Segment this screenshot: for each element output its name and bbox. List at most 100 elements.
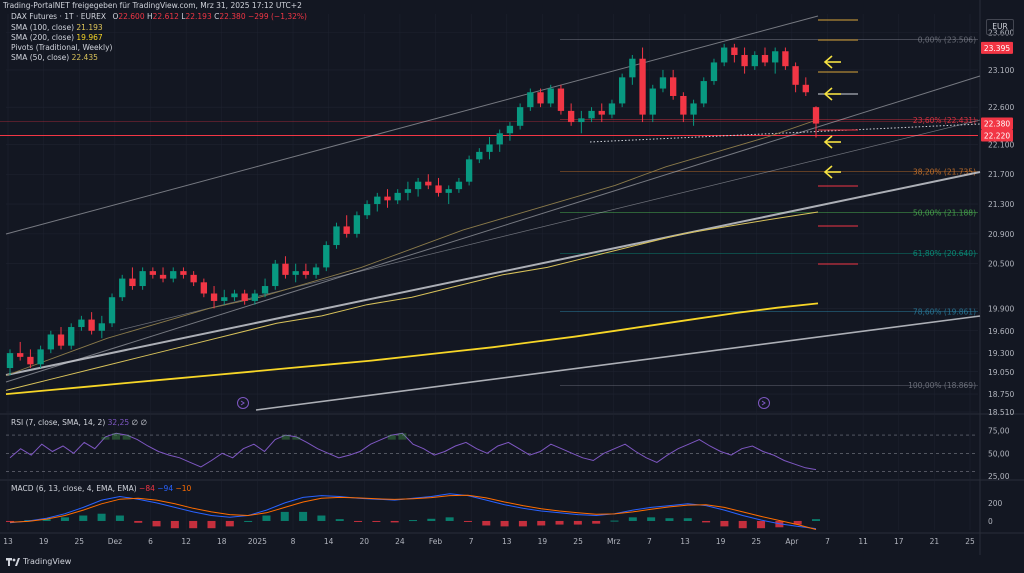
macd-histogram-bar [647, 517, 656, 521]
candle-body [782, 51, 789, 67]
y-tick-label: 23.600 [988, 29, 1014, 38]
candle-body [27, 356, 34, 365]
macd-histogram-bar [189, 520, 198, 529]
symbol-name: DAX Futures · 1T · EUREX [11, 12, 107, 21]
macd-histogram-bar [6, 520, 14, 522]
candle-body [190, 274, 197, 283]
price-label-text: 22.220 [984, 131, 1010, 140]
indicator-sma100[interactable]: SMA (100, close) 21.193 [11, 23, 103, 33]
rsi-overbought-fill [398, 433, 407, 440]
x-tick-label: Apr [785, 537, 799, 546]
macd-histogram-bar [683, 518, 692, 521]
candle-body [567, 110, 575, 123]
y-tick-label: 18.750 [988, 390, 1014, 399]
candle-body [629, 58, 636, 78]
indicator-value: 22.435 [71, 53, 98, 62]
rsi-label: RSI (7, close, SMA, 14, 2) [11, 418, 106, 427]
candle-body [231, 293, 238, 298]
candle-body [241, 293, 248, 301]
candle-body [343, 226, 350, 234]
candle-body [139, 271, 146, 287]
macd-title[interactable]: MACD (6, 13, close, 4, EMA, EMA) −84 −94… [11, 484, 191, 493]
candle-body [506, 125, 514, 134]
candle-body [598, 110, 605, 115]
y-tick-label: 19.300 [988, 349, 1014, 358]
candle-body [618, 77, 626, 104]
candle-body [741, 54, 748, 67]
ohlc-c-label: C [214, 12, 220, 21]
candle-body [200, 282, 208, 294]
macd-tick-label: 200 [988, 499, 1003, 508]
tradingview-logo[interactable]: TradingView [6, 557, 71, 566]
candle-body [333, 226, 340, 246]
candle-body [659, 77, 667, 89]
currency-button[interactable]: EUR [986, 19, 1014, 35]
candle-body [425, 181, 432, 186]
tradingview-logo-icon [6, 557, 20, 566]
rsi-title[interactable]: RSI (7, close, SMA, 14, 2) 32,25 ∅ ∅ [11, 418, 147, 427]
indicator-pivots[interactable]: Pivots (Traditional, Weekly) [11, 43, 112, 53]
macd-histogram-bar [573, 520, 582, 525]
indicator-label: Pivots (Traditional, Weekly) [11, 43, 113, 52]
macd-histogram-bar [720, 520, 729, 527]
x-tick-label: 12 [181, 537, 191, 546]
trend-line [119, 119, 981, 331]
macd-histogram-bar [445, 517, 454, 521]
x-tick-label: 13 [3, 537, 13, 546]
macd-histogram-bar [463, 520, 472, 522]
macd-value-signal: −10 [175, 484, 192, 493]
macd-histogram-bar [225, 520, 234, 527]
rsi-tick-label: 50,00 [988, 449, 1010, 458]
brand-label: TradingView [23, 557, 72, 566]
dotted-trend-line [589, 123, 981, 143]
symbol-header: DAX Futures · 1T · EUREX O22.600 H22.612… [11, 12, 307, 22]
rsi-overbought-fill [112, 433, 121, 440]
candle-body [414, 181, 422, 190]
trend-line [5, 171, 981, 376]
candle-body [690, 103, 697, 115]
indicator-label: SMA (100, close) [11, 23, 74, 32]
macd-histogram-bar [97, 513, 106, 521]
replay-icon [237, 397, 249, 409]
macd-tick-label: 0 [988, 517, 993, 526]
candle-body [302, 271, 310, 275]
y-tick-label: 18.510 [988, 408, 1014, 417]
indicator-label: SMA (50, close) [11, 53, 70, 62]
macd-histogram-bar [757, 520, 766, 529]
x-tick-label: 25 [573, 537, 583, 546]
fib-level-label: 100,00% (18.869) [908, 381, 976, 390]
macd-histogram-bar [207, 520, 216, 529]
rsi-tick-label: 75,00 [988, 427, 1010, 436]
macd-label: MACD (6, 13, close, 4, EMA, EMA) [11, 484, 137, 493]
price-label-box [981, 117, 1013, 130]
macd-histogram-bar [354, 520, 363, 522]
ohlc-c: 22.380 [219, 12, 246, 21]
candle-body [639, 58, 646, 115]
macd-histogram-bar [299, 511, 308, 521]
macd-value-hist: −84 [139, 484, 155, 493]
indicator-sma200[interactable]: SMA (200, close) 19.967 [11, 33, 103, 43]
fib-level-label: 38,20% (21.735) [913, 168, 976, 177]
candle-body [108, 297, 116, 324]
candle-body [57, 334, 65, 346]
candle-body [47, 334, 54, 350]
macd-histogram-bar [518, 520, 527, 527]
x-tick-label: 14 [324, 537, 334, 546]
macd-histogram-bar [79, 515, 88, 521]
y-tick-label: 22.100 [988, 140, 1014, 149]
indicator-sma50[interactable]: SMA (50, close) 22.435 [11, 53, 98, 63]
candle-body [221, 297, 228, 301]
rsi-overbought-fill [387, 435, 396, 440]
candle-body [710, 62, 718, 82]
candle-body [455, 181, 463, 190]
candle-body [312, 267, 320, 275]
x-tick-label: 11 [858, 537, 868, 546]
fib-level-label: 61,80% (20.640) [913, 249, 976, 258]
rsi-value: 32,25 [107, 418, 130, 427]
x-tick-label: 20 [360, 537, 370, 546]
candle-body [792, 66, 799, 85]
fib-level-label: 0,00% (23.506) [918, 36, 976, 45]
x-tick-label: 21 [930, 537, 940, 546]
